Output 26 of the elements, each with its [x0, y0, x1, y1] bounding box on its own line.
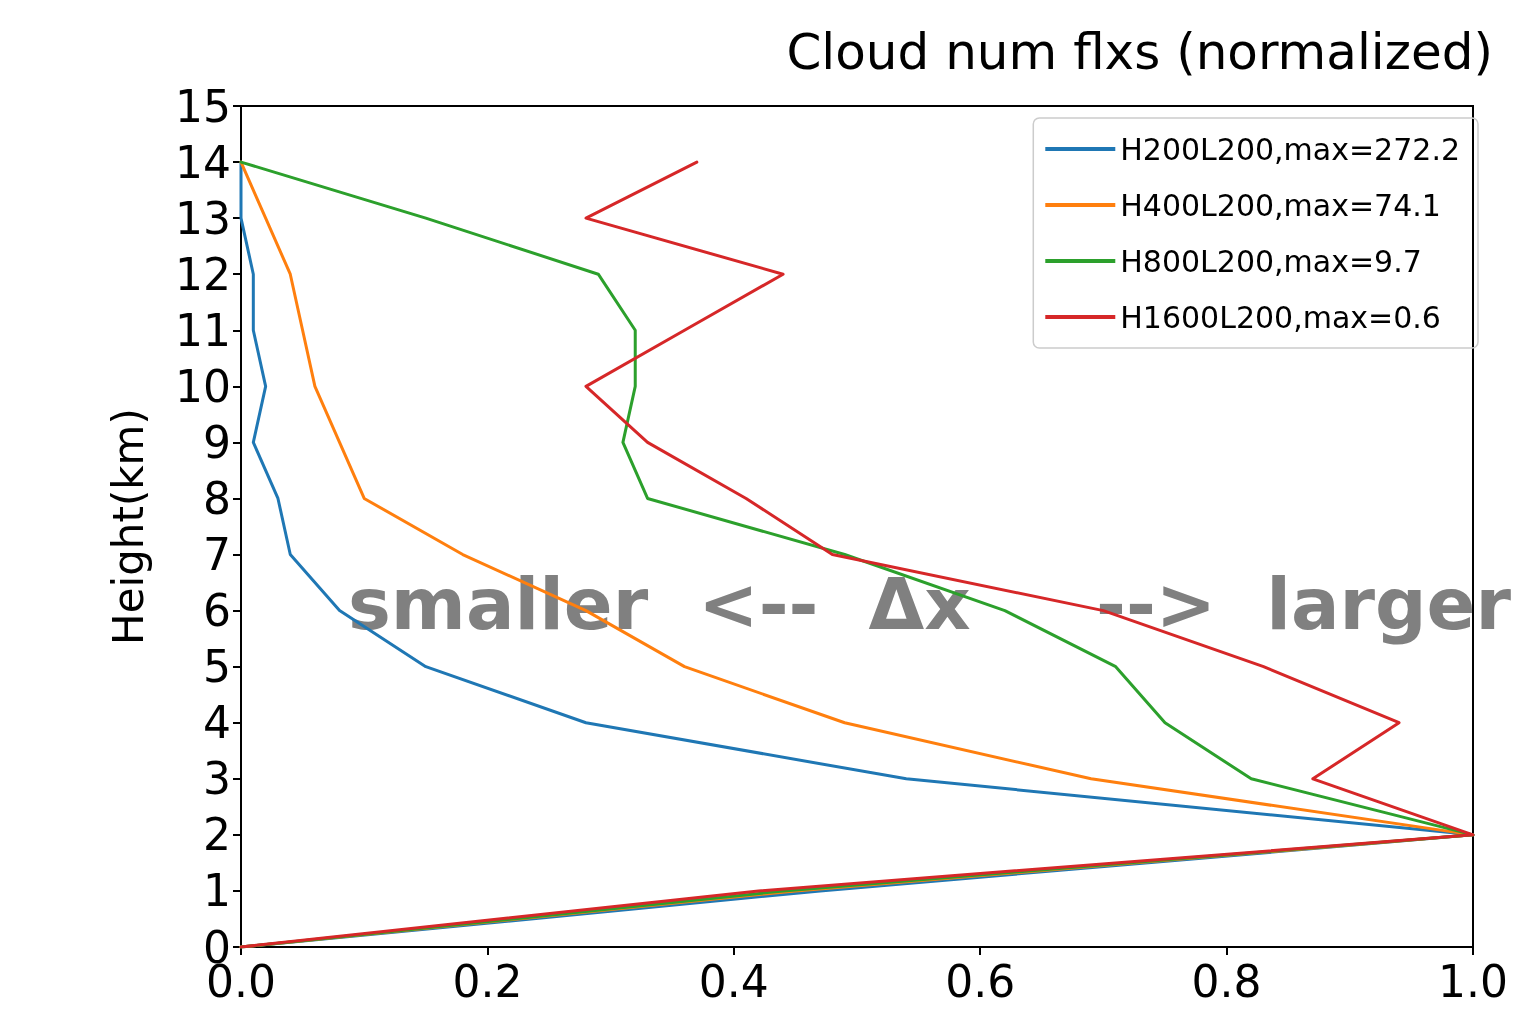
- y-axis-title: Height(km): [103, 408, 153, 645]
- y-tick-label: 14: [175, 136, 231, 188]
- chart-title: Cloud num flxs (normalized): [786, 23, 1494, 81]
- y-tick-label: 10: [175, 360, 231, 412]
- y-tick-label: 9: [203, 416, 231, 468]
- x-tick-label: 0.6: [945, 955, 1016, 1007]
- y-tick-label: 6: [203, 585, 231, 637]
- y-tick-label: 11: [175, 304, 231, 356]
- y-tick-label: 1: [203, 865, 231, 917]
- x-tick-label: 1.0: [1438, 955, 1508, 1007]
- y-tick-label: 4: [203, 697, 231, 749]
- legend-label: H400L200,max=74.1: [1120, 187, 1441, 223]
- y-tick-label: 13: [175, 192, 231, 244]
- x-tick-label: 0.8: [1191, 955, 1262, 1007]
- y-tick-label: 5: [203, 641, 231, 693]
- y-tick-label: 15: [175, 80, 231, 132]
- y-tick-label: 3: [203, 753, 231, 805]
- y-tick-label: 12: [175, 248, 231, 300]
- legend-label: H1600L200,max=0.6: [1120, 299, 1441, 335]
- x-tick-label: 0.4: [698, 955, 769, 1007]
- y-tick-label: 8: [203, 472, 231, 524]
- y-tick-label: 2: [203, 809, 231, 861]
- y-tick-label: 7: [203, 529, 231, 581]
- legend-label: H200L200,max=272.2: [1120, 131, 1461, 167]
- x-tick-label: 0.2: [452, 955, 523, 1007]
- legend-label: H800L200,max=9.7: [1120, 243, 1422, 279]
